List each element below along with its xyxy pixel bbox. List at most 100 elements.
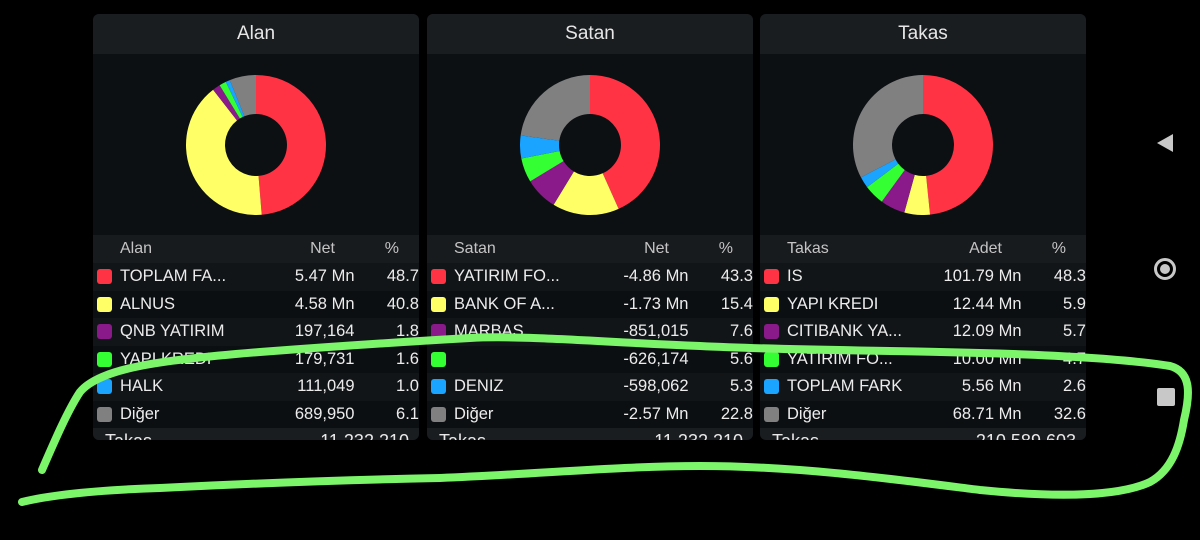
row-net: 197,164 bbox=[294, 322, 355, 341]
row-pct: 1.6 bbox=[396, 349, 419, 368]
row-net: -626,174 bbox=[623, 349, 689, 368]
takas-panel-title: Takas bbox=[760, 14, 1086, 54]
alan-rows: TOPLAM FA... 5.47 Mn 48.7 ALNUS 4.58 Mn 40.8… bbox=[93, 263, 419, 428]
color-swatch bbox=[97, 351, 112, 367]
donut-slice[interactable] bbox=[867, 163, 905, 202]
color-swatch bbox=[764, 351, 779, 367]
home-icon[interactable] bbox=[1154, 258, 1176, 280]
table-row[interactable]: ALNUS 4.58 Mn 40.8 bbox=[93, 290, 419, 318]
footer-label: Takas bbox=[105, 431, 152, 440]
color-swatch bbox=[431, 296, 446, 312]
satan-panel-title: Satan bbox=[427, 14, 753, 54]
donut-slice[interactable] bbox=[219, 81, 243, 119]
row-pct: 22.8 bbox=[720, 404, 753, 423]
donut-slice[interactable] bbox=[860, 158, 899, 187]
row-name: BANK OF A... bbox=[454, 294, 555, 313]
table-row[interactable]: HALK 111,049 1.0 bbox=[93, 373, 419, 401]
footer-value: 210,589,603 bbox=[976, 431, 1076, 440]
row-name: YATIRIM FO... bbox=[787, 349, 893, 368]
alan-donut-chart[interactable] bbox=[186, 74, 326, 215]
row-name: MARBAS bbox=[454, 322, 524, 341]
table-row[interactable]: Diğer 689,950 6.1 bbox=[93, 400, 419, 428]
table-row[interactable]: YATIRIM FO... -4.86 Mn 43.3 bbox=[427, 263, 753, 291]
color-swatch bbox=[431, 379, 446, 395]
color-swatch bbox=[97, 406, 112, 422]
color-swatch bbox=[431, 269, 446, 285]
table-row[interactable]: BANK OF A... -1.73 Mn 15.4 bbox=[427, 290, 753, 318]
donut-slice[interactable] bbox=[853, 74, 923, 177]
table-row[interactable]: Diğer 68.71 Mn 32.6 bbox=[760, 400, 1086, 428]
table-row[interactable]: YATIRIM FO... 10.00 Mn 4.7 bbox=[760, 345, 1086, 373]
takas-panel: Takas Takas Adet % IS 101.79 Mn 48.3 YAPI … bbox=[760, 14, 1086, 440]
table-row[interactable]: QNB YATIRIM 197,164 1.8 bbox=[93, 318, 419, 346]
table-row[interactable]: Diğer -2.57 Mn 22.8 bbox=[427, 400, 753, 428]
row-net: 179,731 bbox=[294, 349, 355, 368]
donut-slice[interactable] bbox=[225, 79, 245, 117]
donut-slice[interactable] bbox=[590, 74, 660, 209]
color-swatch bbox=[764, 296, 779, 312]
row-name: DENIZ bbox=[454, 377, 504, 396]
table-row[interactable]: DENIZ -598,062 5.3 bbox=[427, 373, 753, 401]
row-name: YAPI KREDI bbox=[787, 294, 879, 313]
color-swatch bbox=[764, 379, 779, 395]
row-name: YATIRIM FO... bbox=[454, 267, 560, 286]
satan-col-name: Satan bbox=[454, 240, 496, 257]
table-row[interactable]: CITIBANK YA... 12.09 Mn 5.7 bbox=[760, 318, 1086, 346]
color-swatch bbox=[764, 406, 779, 422]
donut-slice[interactable] bbox=[904, 174, 931, 215]
donut-slice[interactable] bbox=[186, 89, 262, 215]
donut-slice[interactable] bbox=[213, 84, 240, 121]
row-net: 101.79 Mn bbox=[943, 267, 1022, 286]
row-name: CITIBANK YA... bbox=[787, 322, 902, 341]
row-pct: 48.3 bbox=[1053, 267, 1086, 286]
takas-footer: Takas 210,589,603 bbox=[760, 428, 1086, 440]
alan-table-header: Alan Net % bbox=[93, 235, 419, 263]
takas-table-header: Takas Adet % bbox=[760, 235, 1086, 263]
row-name: YAPI KREDI bbox=[120, 349, 212, 368]
donut-slice[interactable] bbox=[521, 150, 564, 181]
row-net: 12.44 Mn bbox=[952, 294, 1022, 313]
donut-slice[interactable] bbox=[923, 74, 993, 215]
donut-slice[interactable] bbox=[520, 74, 590, 141]
takas-col-pct: % bbox=[1051, 240, 1066, 257]
satan-table-header: Satan Net % bbox=[427, 235, 753, 263]
donut-slice[interactable] bbox=[229, 74, 256, 116]
satan-col-pct: % bbox=[718, 240, 733, 257]
row-net: 12.09 Mn bbox=[952, 322, 1022, 341]
donut-slice[interactable] bbox=[881, 169, 915, 212]
row-pct: 5.3 bbox=[730, 377, 753, 396]
takas-col-name: Takas bbox=[787, 240, 829, 257]
takas-donut-chart[interactable] bbox=[853, 74, 993, 215]
table-row[interactable]: TOPLAM FA... 5.47 Mn 48.7 bbox=[93, 263, 419, 291]
donut-slice[interactable] bbox=[530, 160, 574, 205]
color-swatch bbox=[431, 406, 446, 422]
satan-footer: Takas -11,232,210 bbox=[427, 428, 753, 440]
table-row[interactable]: IS 101.79 Mn 48.3 bbox=[760, 263, 1086, 291]
row-net: 111,049 bbox=[297, 377, 355, 396]
donut-slice[interactable] bbox=[553, 170, 619, 215]
table-row[interactable]: YAPI KREDI 179,731 1.6 bbox=[93, 345, 419, 373]
table-row[interactable]: YAPI KREDI 12.44 Mn 5.9 bbox=[760, 290, 1086, 318]
table-row[interactable]: -626,174 5.6 bbox=[427, 345, 753, 373]
donut-slice[interactable] bbox=[256, 74, 326, 215]
donut-slice[interactable] bbox=[520, 134, 560, 159]
color-swatch bbox=[97, 379, 112, 395]
color-swatch bbox=[97, 324, 112, 340]
row-net: 689,950 bbox=[294, 404, 355, 423]
row-net: 4.58 Mn bbox=[294, 294, 355, 313]
back-icon[interactable] bbox=[1157, 134, 1173, 152]
system-nav-bar bbox=[1130, 0, 1200, 540]
color-swatch bbox=[764, 324, 779, 340]
satan-donut-chart[interactable] bbox=[520, 74, 660, 215]
alan-col-net: Net bbox=[310, 240, 335, 257]
row-pct: 1.8 bbox=[396, 322, 419, 341]
table-row[interactable]: MARBAS -851,015 7.6 bbox=[427, 318, 753, 346]
recents-icon[interactable] bbox=[1157, 388, 1175, 406]
row-pct: 5.9 bbox=[1063, 294, 1086, 313]
table-row[interactable]: TOPLAM FARK 5.56 Mn 2.6 bbox=[760, 373, 1086, 401]
color-swatch bbox=[764, 269, 779, 285]
footer-value: 11,232,210 bbox=[320, 431, 409, 440]
color-swatch bbox=[97, 296, 112, 312]
row-pct: 6.1 bbox=[396, 404, 419, 423]
takas-col-adet: Adet bbox=[969, 240, 1002, 257]
